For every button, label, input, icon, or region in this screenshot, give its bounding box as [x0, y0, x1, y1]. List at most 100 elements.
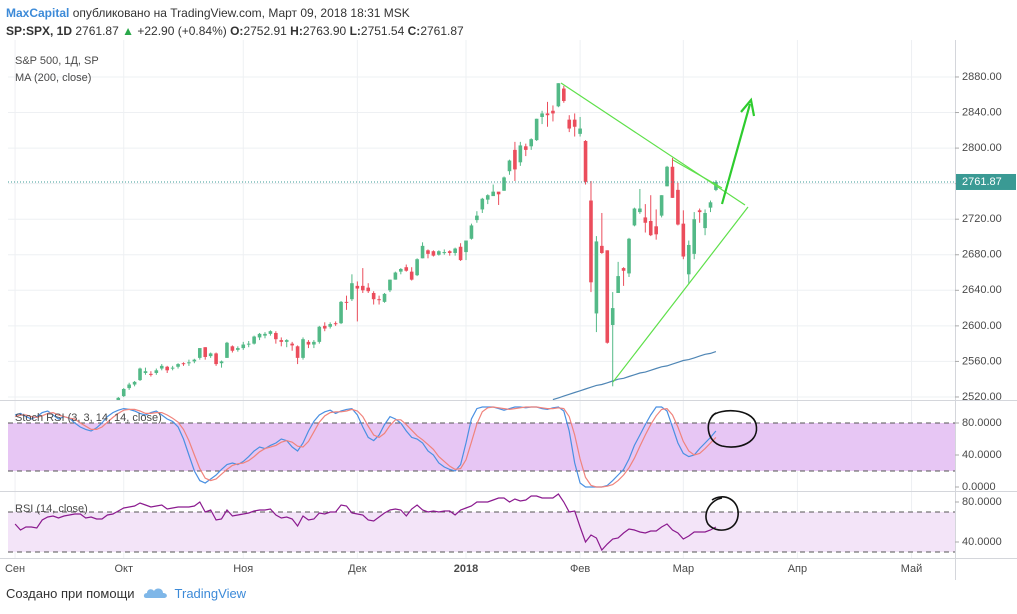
candle-body	[159, 365, 164, 369]
candle-body	[306, 341, 311, 345]
drawings	[560, 82, 758, 531]
y-tick-label: 2800.00	[962, 142, 1002, 154]
candle-body	[605, 250, 610, 343]
candle-body	[312, 341, 316, 345]
candle-body	[681, 223, 686, 257]
candle-body	[328, 324, 332, 327]
h-val: 2763.90	[302, 24, 347, 38]
candle-body	[447, 251, 452, 253]
pane	[8, 76, 955, 400]
footer-brand[interactable]: TradingView	[174, 585, 247, 601]
candle-body	[197, 348, 202, 358]
candle-body	[393, 272, 398, 280]
candle-body	[241, 344, 246, 349]
candle-body	[290, 343, 294, 346]
candle-body	[507, 160, 512, 172]
candle-body	[268, 331, 273, 334]
candle-body	[274, 332, 278, 340]
c-val: 2761.87	[420, 24, 464, 38]
candle-body	[496, 191, 501, 195]
y-tick-label: 0.0000	[962, 481, 996, 493]
data-layer	[8, 76, 955, 553]
series-line	[14, 406, 717, 488]
candle-body	[333, 323, 338, 325]
candle-body	[165, 366, 169, 371]
x-tick-label: Дек	[348, 563, 367, 575]
pane	[8, 406, 955, 488]
candle-body	[382, 293, 387, 302]
candle-body	[121, 388, 126, 397]
arrow	[720, 103, 752, 205]
last: 2761.87	[75, 24, 119, 38]
h-key: H:	[290, 24, 303, 38]
y-tick-label: 2840.00	[962, 106, 1002, 118]
candle-body	[431, 251, 436, 256]
candle-body	[246, 343, 251, 345]
candle-body	[697, 210, 702, 213]
o-key: O:	[230, 24, 244, 38]
trend-line	[612, 206, 749, 383]
candle-body	[502, 177, 506, 191]
candle-body	[600, 245, 604, 253]
y-tick-label: 2720.00	[962, 213, 1002, 225]
candle-body	[676, 189, 680, 225]
x-tick-label: Ноя	[233, 563, 253, 575]
legend-ma: MA (200, close)	[15, 72, 91, 84]
change: +22.90 (+0.84%)	[137, 24, 227, 38]
candle-body	[621, 268, 626, 271]
last-price-box	[956, 173, 1016, 190]
candle-body	[453, 248, 457, 253]
l-val: 2751.54	[360, 24, 405, 38]
series-line	[552, 351, 717, 400]
c-key: C:	[407, 24, 421, 38]
author[interactable]: MaxCapital	[6, 6, 70, 20]
y-tick-label: 2520.00	[962, 391, 1002, 403]
candle-body	[377, 299, 381, 301]
trend-line	[560, 82, 746, 206]
candle-body	[371, 292, 376, 300]
x-tick-label: Окт	[114, 563, 133, 575]
candle-body	[458, 246, 463, 261]
candle-body	[686, 244, 691, 275]
y-tick-label: 2600.00	[962, 320, 1002, 332]
y-tick-label: 80.0000	[962, 496, 1002, 508]
candle-body	[350, 283, 354, 300]
candle-body	[485, 195, 490, 200]
candle-body	[138, 368, 142, 381]
trend-line	[672, 159, 723, 189]
candle-body	[480, 198, 485, 210]
tv-logo	[143, 588, 167, 598]
candle-body	[360, 285, 365, 291]
candle-body	[551, 110, 555, 114]
candle-body	[475, 215, 479, 221]
candle-body	[176, 364, 180, 367]
candle-body	[279, 340, 284, 342]
last-price-label: 2761.87	[962, 176, 1002, 188]
candle-body	[187, 362, 191, 364]
candle-body	[632, 208, 637, 226]
candle-body	[491, 191, 495, 197]
candle-body	[545, 113, 550, 116]
x-tick-label: Мар	[673, 563, 695, 575]
candle-body	[610, 308, 615, 325]
candle-body	[469, 225, 474, 239]
y-tick-label: 80.0000	[962, 417, 1002, 429]
candle-body	[284, 340, 289, 342]
candle-body	[230, 346, 235, 351]
candle-body	[442, 252, 447, 254]
y-tick-label: 2880.00	[962, 71, 1002, 83]
candle-body	[708, 202, 713, 208]
candle-body	[339, 301, 343, 324]
published: опубликовано на TradingView.com, Март 09…	[72, 6, 410, 20]
pane	[8, 493, 955, 553]
candle-body	[399, 268, 403, 272]
candle-body	[388, 279, 392, 291]
quote-line: SP:SPX, 1D 2761.87 ▲ +22.90 (+0.84%) O:2…	[6, 22, 464, 40]
candle-body	[116, 397, 121, 400]
candle-body	[420, 245, 425, 259]
pane-title: Stoch RSI (3, 3, 14, 14, close)	[15, 412, 162, 424]
candle-body	[665, 166, 669, 187]
candle-body	[643, 217, 648, 223]
candle-body	[616, 276, 620, 293]
